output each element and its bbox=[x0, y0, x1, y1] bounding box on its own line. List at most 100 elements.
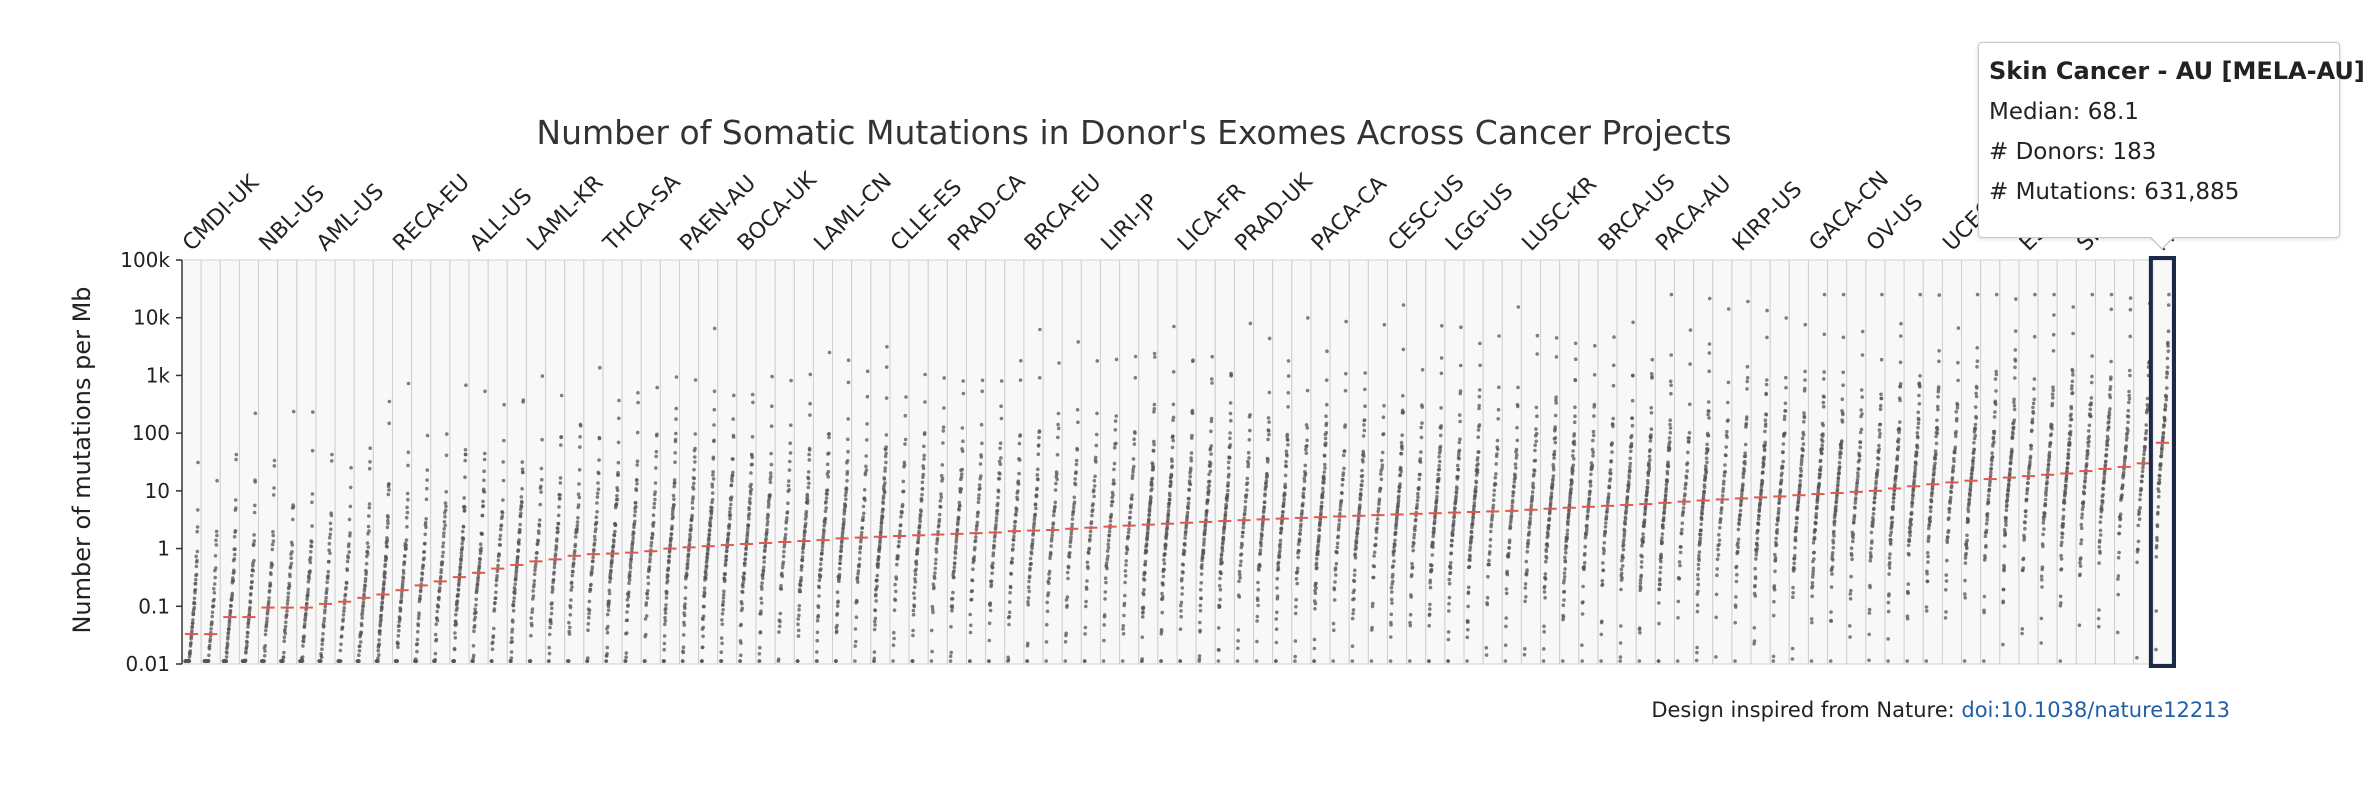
donor-point bbox=[1324, 414, 1328, 419]
project-column[interactable] bbox=[1712, 259, 1733, 665]
project-column[interactable] bbox=[1540, 259, 1561, 665]
donor-point bbox=[1764, 392, 1768, 397]
donor-point bbox=[1418, 457, 1423, 461]
project-column[interactable] bbox=[1061, 259, 1082, 665]
project-column[interactable] bbox=[908, 259, 929, 665]
donor-point bbox=[1341, 477, 1345, 482]
project-column[interactable] bbox=[1674, 259, 1695, 665]
project-column[interactable] bbox=[1463, 259, 1484, 665]
project-column[interactable] bbox=[1693, 259, 1714, 665]
project-column[interactable] bbox=[1233, 259, 1255, 665]
project-column[interactable] bbox=[1348, 259, 1369, 665]
donor-point bbox=[1186, 506, 1190, 510]
donor-point bbox=[1342, 449, 1347, 453]
project-column[interactable] bbox=[736, 259, 757, 665]
project-column[interactable] bbox=[1731, 259, 1752, 665]
donor-point bbox=[1630, 433, 1634, 438]
project-column[interactable] bbox=[1501, 259, 1522, 665]
project-column[interactable] bbox=[1195, 259, 1216, 665]
donor-point bbox=[306, 590, 310, 594]
project-column[interactable] bbox=[1865, 259, 1886, 665]
project-column[interactable] bbox=[927, 259, 948, 665]
donor-point bbox=[1416, 491, 1420, 496]
donor-point bbox=[1667, 446, 1672, 451]
project-column[interactable] bbox=[1272, 259, 1293, 665]
project-column[interactable] bbox=[430, 259, 451, 665]
donor-point bbox=[1103, 597, 1107, 601]
project-column[interactable] bbox=[1903, 259, 1924, 665]
donor-point bbox=[625, 597, 630, 602]
project-column[interactable] bbox=[1846, 259, 1867, 665]
project-column[interactable] bbox=[1214, 259, 1235, 665]
donor-point bbox=[854, 615, 859, 619]
donor-point bbox=[1131, 470, 1135, 474]
project-column[interactable] bbox=[1138, 259, 1159, 665]
project-column[interactable] bbox=[2152, 259, 2173, 665]
donor-point bbox=[1300, 509, 1304, 513]
project-column[interactable] bbox=[219, 259, 240, 665]
project-column[interactable] bbox=[1176, 259, 1197, 665]
donor-point bbox=[845, 479, 849, 483]
project-column[interactable] bbox=[1291, 259, 1312, 665]
project-column[interactable] bbox=[1980, 259, 2001, 665]
project-column[interactable] bbox=[1099, 259, 1121, 665]
project-column[interactable] bbox=[1559, 259, 1580, 665]
donor-point bbox=[1695, 650, 1699, 655]
project-column[interactable] bbox=[812, 259, 834, 665]
project-column[interactable] bbox=[1961, 259, 1982, 665]
donor-point bbox=[692, 455, 697, 459]
project-column[interactable] bbox=[717, 259, 738, 665]
donor-point bbox=[1763, 443, 1767, 448]
project-column[interactable] bbox=[966, 259, 987, 665]
project-column[interactable] bbox=[2075, 259, 2096, 665]
donor-point bbox=[609, 569, 613, 574]
project-column[interactable] bbox=[1788, 259, 1809, 665]
project-column[interactable] bbox=[889, 259, 910, 665]
donor-point bbox=[674, 431, 678, 436]
project-column[interactable] bbox=[1253, 259, 1274, 665]
project-column[interactable] bbox=[468, 259, 489, 665]
donor-point bbox=[991, 551, 996, 555]
project-column[interactable] bbox=[640, 259, 661, 665]
donor-point bbox=[482, 490, 487, 494]
donor-point bbox=[286, 591, 291, 595]
project-column[interactable] bbox=[698, 259, 719, 665]
donor-point bbox=[1702, 489, 1706, 494]
project-column[interactable] bbox=[1023, 259, 1044, 665]
project-column[interactable] bbox=[755, 259, 776, 665]
project-column[interactable] bbox=[1597, 259, 1618, 665]
donor-point bbox=[1548, 501, 1553, 506]
project-column[interactable] bbox=[411, 259, 432, 665]
donor-point bbox=[1477, 394, 1482, 399]
donor-point bbox=[1179, 600, 1184, 605]
donor-point bbox=[1706, 400, 1711, 404]
project-column[interactable] bbox=[564, 259, 585, 665]
donor-point bbox=[1092, 494, 1096, 499]
donor-point bbox=[1198, 603, 1203, 608]
project-column[interactable] bbox=[1769, 259, 1790, 665]
donor-point bbox=[625, 631, 629, 635]
project-column[interactable] bbox=[1520, 259, 1542, 665]
project-column[interactable] bbox=[1827, 259, 1848, 665]
project-column[interactable] bbox=[1941, 259, 1963, 665]
project-column[interactable] bbox=[1004, 259, 1025, 665]
donor-point bbox=[644, 632, 648, 637]
project-column[interactable] bbox=[1157, 259, 1178, 665]
project-column[interactable] bbox=[1406, 259, 1427, 665]
donor-point bbox=[663, 622, 667, 627]
project-column[interactable] bbox=[200, 259, 221, 665]
donor-point bbox=[854, 639, 858, 644]
project-column[interactable] bbox=[1922, 259, 1943, 665]
project-column[interactable] bbox=[1750, 259, 1771, 665]
donor-point bbox=[989, 582, 994, 587]
project-column[interactable] bbox=[946, 259, 968, 665]
project-column[interactable] bbox=[793, 259, 814, 665]
project-column[interactable] bbox=[583, 259, 604, 665]
donor-point bbox=[780, 574, 785, 579]
project-column[interactable] bbox=[1807, 259, 1829, 665]
donor-point bbox=[1070, 522, 1074, 527]
project-column[interactable] bbox=[1119, 259, 1140, 665]
project-column[interactable] bbox=[1635, 259, 1656, 665]
project-column[interactable] bbox=[525, 259, 547, 665]
project-column[interactable] bbox=[545, 259, 566, 665]
